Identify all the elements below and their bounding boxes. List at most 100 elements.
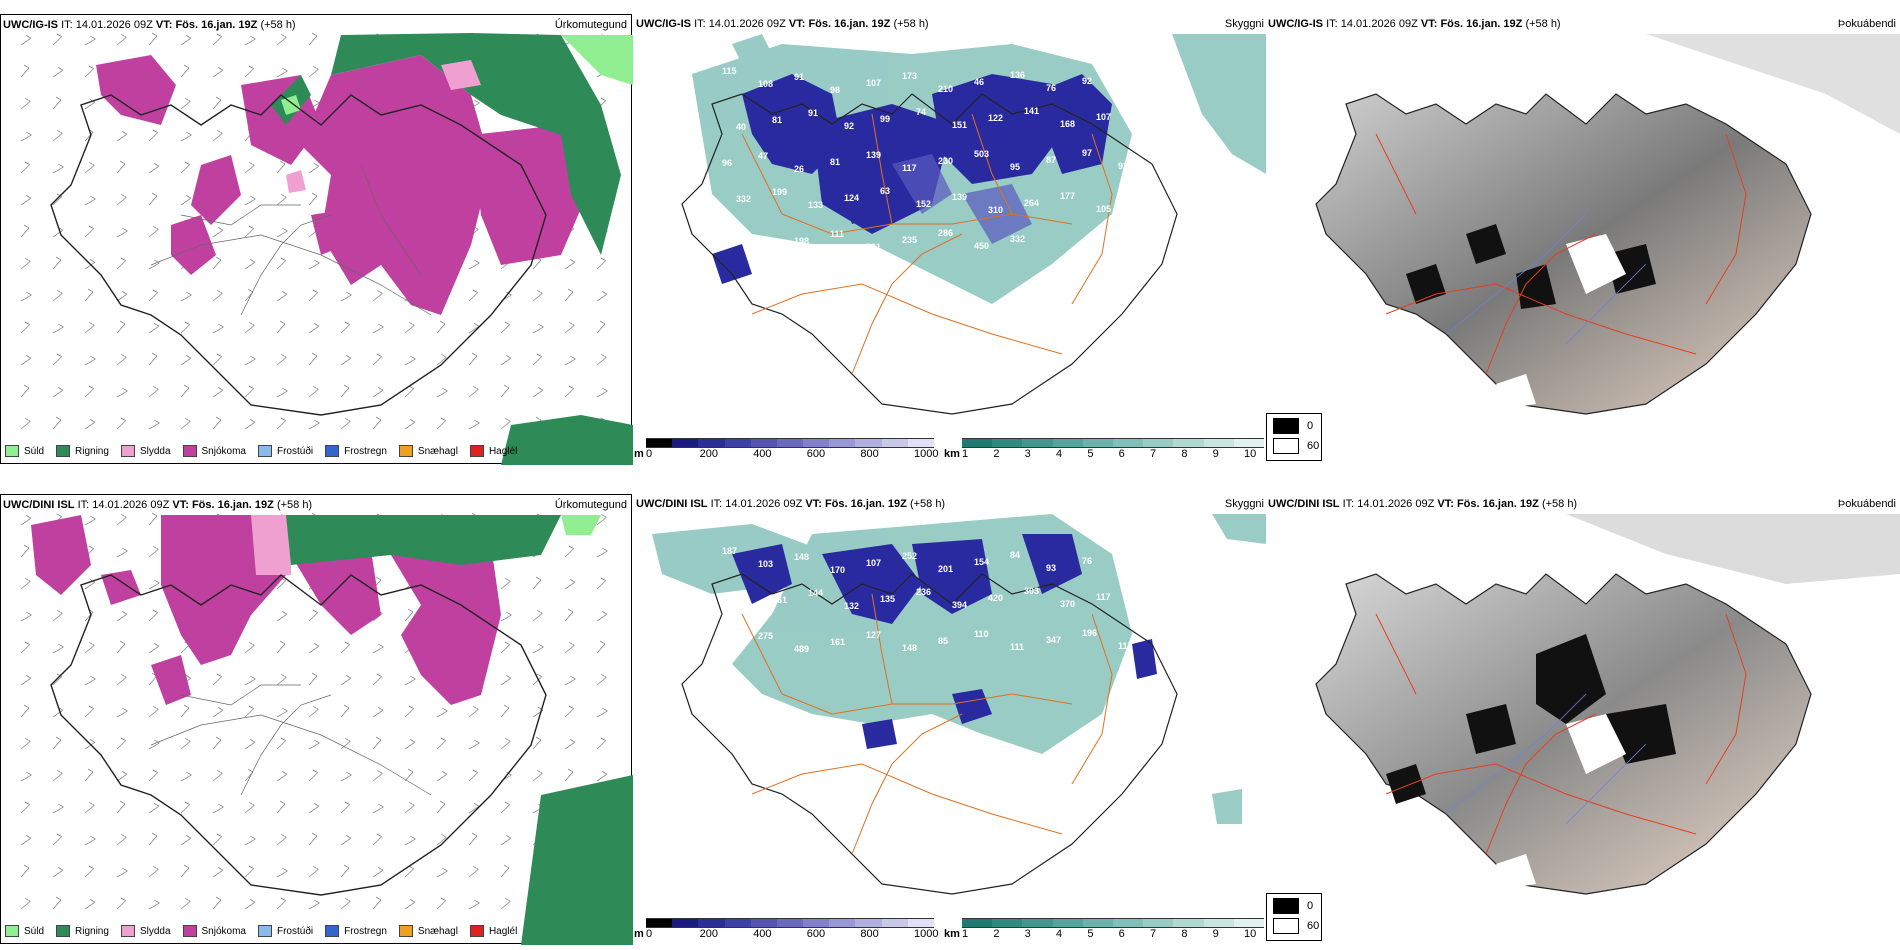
wind-barb bbox=[596, 770, 608, 782]
colorbar-segment bbox=[646, 918, 673, 928]
wind-barb bbox=[52, 866, 64, 878]
cloud-base-area bbox=[712, 74, 1112, 284]
wind-barb bbox=[148, 322, 160, 334]
colorbar-tick: 200 bbox=[699, 928, 718, 940]
wind-barb bbox=[52, 803, 64, 814]
wind-barb bbox=[564, 675, 576, 686]
wind-barb bbox=[340, 771, 352, 782]
colorbar-segment bbox=[1052, 918, 1083, 928]
road-network bbox=[741, 113, 1113, 375]
wind-barb bbox=[276, 800, 286, 814]
wind-barb bbox=[436, 770, 448, 782]
legend-swatch bbox=[182, 445, 197, 457]
ceiling-label: 420 bbox=[988, 593, 1003, 603]
drizzle-area bbox=[281, 35, 633, 115]
wind-barb bbox=[52, 323, 64, 334]
colorbar-segment bbox=[1143, 918, 1174, 928]
wind-barb bbox=[52, 770, 63, 782]
wind-barb bbox=[148, 706, 159, 718]
wind-barb bbox=[20, 738, 31, 750]
ceiling-label: 154 bbox=[1132, 197, 1147, 207]
wind-barb bbox=[372, 353, 382, 366]
wind-barb bbox=[564, 738, 576, 750]
wind-barb bbox=[564, 322, 575, 334]
wind-barb bbox=[52, 193, 62, 206]
ceiling-label: 92 bbox=[1118, 161, 1128, 171]
wind-barb bbox=[308, 899, 320, 910]
wind-barb bbox=[468, 899, 480, 910]
iceland-fog-fill bbox=[1315, 93, 1812, 415]
wind-barb bbox=[500, 611, 512, 622]
wind-barb bbox=[84, 225, 94, 238]
wind-barb bbox=[340, 674, 352, 686]
ceiling-label: 107 bbox=[866, 558, 881, 568]
wind-barb bbox=[244, 385, 254, 398]
wind-barb bbox=[180, 161, 190, 174]
wind-barb bbox=[148, 352, 158, 366]
colorbar-segment bbox=[1173, 918, 1204, 928]
wind-barb bbox=[468, 769, 478, 782]
wind-barb bbox=[564, 642, 575, 654]
legend-item-2: Slydda bbox=[120, 925, 171, 937]
wind-barb bbox=[372, 736, 382, 750]
wind-barb bbox=[84, 515, 96, 526]
ceiling-label: 177 bbox=[1060, 191, 1075, 201]
legend-item-0: Súld bbox=[5, 925, 44, 937]
wind-barb bbox=[340, 321, 350, 334]
wind-barb bbox=[84, 288, 94, 302]
wind-barb bbox=[180, 801, 190, 814]
cloudbase-colorbar: m 0 200 400 600 800 1000 bbox=[634, 438, 938, 466]
wind-barb bbox=[116, 800, 126, 814]
wind-barb bbox=[308, 192, 318, 206]
ceiling-label: 152 bbox=[916, 199, 931, 209]
ceiling-label: 136 bbox=[1010, 70, 1025, 80]
legend-label: Súld bbox=[24, 445, 45, 457]
wind-barb bbox=[564, 578, 576, 590]
legend-swatch bbox=[469, 445, 484, 457]
colorbar-tick: 600 bbox=[806, 928, 826, 940]
wind-barb bbox=[276, 737, 286, 750]
ceiling-label: 135 bbox=[880, 594, 895, 604]
wind-barb bbox=[276, 290, 288, 302]
wind-barb bbox=[20, 578, 31, 590]
colorbar-tick: 1 bbox=[962, 448, 969, 460]
colorbar-segment bbox=[803, 438, 830, 448]
colorbar-unit: m bbox=[634, 448, 644, 460]
colorbar-unit: km bbox=[944, 448, 960, 460]
legend-label: Rigning bbox=[75, 925, 109, 937]
precip-legend: Súld Rigning Slydda Snjókoma Frostúði Frostre… bbox=[5, 925, 529, 937]
precip-map bbox=[20, 32, 633, 465]
legend-item-4: Frostúði bbox=[257, 925, 313, 937]
wind-barb bbox=[244, 418, 256, 430]
ceiling-label: 161 bbox=[830, 637, 845, 647]
ceiling-label: 187 bbox=[722, 546, 737, 556]
legend-item-5: Frostregn bbox=[325, 925, 387, 937]
ceiling-label: 76 bbox=[1046, 83, 1056, 93]
wind-barb bbox=[308, 162, 320, 174]
wind-barb bbox=[500, 898, 511, 910]
wind-barb bbox=[596, 610, 608, 622]
wind-barb bbox=[468, 739, 480, 750]
cloud-base-area bbox=[732, 534, 1157, 749]
rivers bbox=[1445, 693, 1647, 825]
ceiling-label: 97 bbox=[1082, 148, 1092, 158]
wind-barb bbox=[564, 608, 574, 622]
wind-barb bbox=[532, 576, 542, 590]
wind-barb bbox=[372, 643, 384, 654]
wind-barb bbox=[596, 387, 608, 398]
colorbar-tick: 400 bbox=[753, 448, 772, 460]
wind-barb bbox=[372, 803, 384, 814]
wind-barb bbox=[596, 290, 608, 302]
wind-barb bbox=[212, 803, 224, 814]
wind-barb bbox=[500, 578, 511, 590]
wind-barb bbox=[148, 579, 160, 590]
ceiling-label: 117 bbox=[1096, 592, 1111, 602]
precip-panel-row2: UWC/DINI ISL IT: 14.01.2026 09Z VT: Fös.… bbox=[0, 494, 633, 945]
wind-barb bbox=[116, 897, 126, 910]
wind-barb bbox=[116, 227, 128, 238]
legend-swatch bbox=[398, 445, 413, 457]
wind-barb bbox=[20, 641, 30, 654]
wind-barb bbox=[84, 418, 96, 430]
wind-barb bbox=[52, 130, 63, 142]
ceiling-label: 139 bbox=[866, 150, 881, 160]
